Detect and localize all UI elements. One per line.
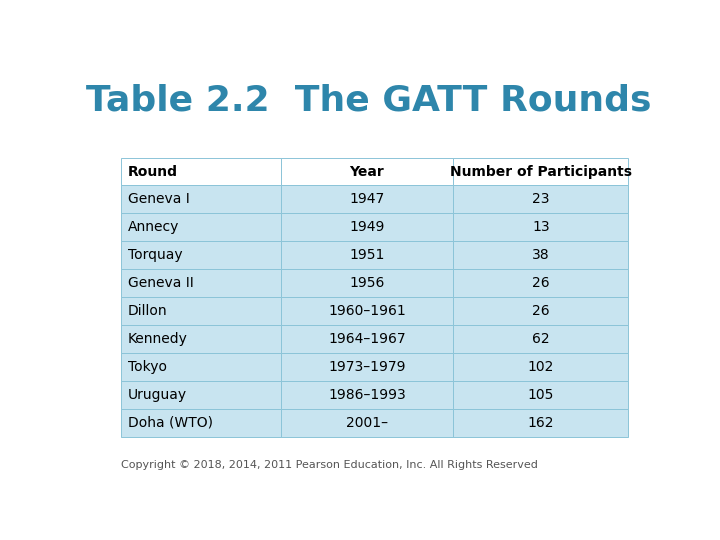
Bar [121,409,281,437]
Text: 26: 26 [532,276,549,290]
Bar [454,297,629,325]
Text: 1947: 1947 [349,192,384,206]
Bar [281,241,454,269]
Text: Torquay: Torquay [128,248,183,262]
Bar [121,269,281,297]
Bar [454,213,629,241]
Text: Doha (WTO): Doha (WTO) [128,416,213,430]
Text: 1960–1961: 1960–1961 [328,304,406,318]
Text: Kennedy: Kennedy [128,332,188,346]
Text: 1949: 1949 [349,220,384,234]
Text: Geneva II: Geneva II [128,276,194,290]
Text: Year: Year [350,165,384,179]
Bar [281,269,454,297]
Text: Copyright © 2018, 2014, 2011 Pearson Education, Inc. All Rights Reserved: Copyright © 2018, 2014, 2011 Pearson Edu… [121,460,538,470]
Bar [121,353,281,381]
Text: 1964–1967: 1964–1967 [328,332,406,346]
Bar [454,353,629,381]
Text: 1956: 1956 [349,276,384,290]
Text: 13: 13 [532,220,549,234]
Bar [121,325,281,353]
Bar [121,158,281,185]
Bar [454,158,629,185]
Bar [121,297,281,325]
Bar [281,185,454,213]
Bar [281,381,454,409]
Bar [121,185,281,213]
Text: Geneva I: Geneva I [128,192,189,206]
Bar [281,158,454,185]
Bar [121,381,281,409]
Text: 102: 102 [528,360,554,374]
Text: Uruguay: Uruguay [128,388,187,402]
Text: 26: 26 [532,304,549,318]
Bar [454,269,629,297]
Text: 105: 105 [528,388,554,402]
Text: Dillon: Dillon [128,304,168,318]
Bar [281,409,454,437]
Bar [454,409,629,437]
Bar [281,353,454,381]
Text: 162: 162 [528,416,554,430]
Text: 1951: 1951 [349,248,384,262]
Bar [121,213,281,241]
Bar [121,241,281,269]
Text: Number of Participants: Number of Participants [450,165,632,179]
Text: 23: 23 [532,192,549,206]
Text: 38: 38 [532,248,549,262]
Text: 2001–: 2001– [346,416,388,430]
Text: 1986–1993: 1986–1993 [328,388,406,402]
Text: 62: 62 [532,332,549,346]
Bar [454,325,629,353]
Text: Tokyo: Tokyo [128,360,167,374]
Text: 1973–1979: 1973–1979 [328,360,405,374]
Bar [281,297,454,325]
Text: Annecy: Annecy [128,220,179,234]
Bar [281,213,454,241]
Bar [281,325,454,353]
Bar [454,185,629,213]
Text: Table 2.2  The GATT Rounds: Table 2.2 The GATT Rounds [86,84,652,118]
Bar [454,381,629,409]
Bar [454,241,629,269]
Text: Round: Round [128,165,178,179]
